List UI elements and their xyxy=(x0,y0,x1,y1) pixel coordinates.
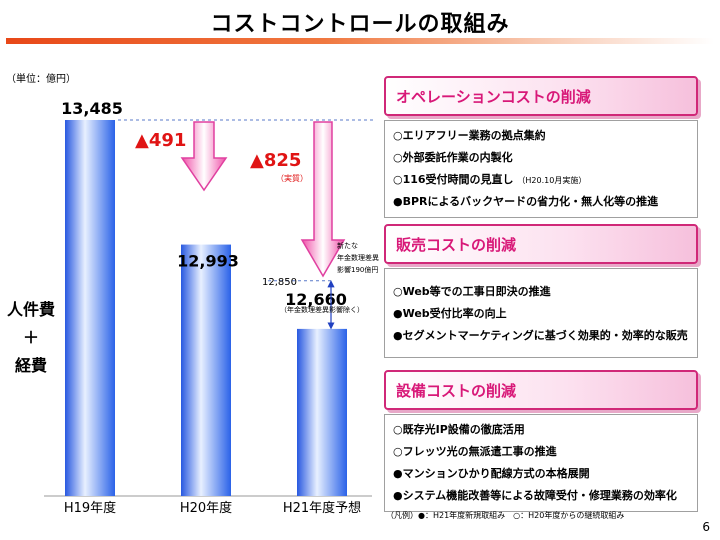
panel-header: 設備コストの削減 xyxy=(384,370,698,410)
list-item: ●Web受付比率の向上 xyxy=(393,307,507,320)
list-item: ○外部委託作業の内製化 xyxy=(393,151,513,164)
page-number: 6 xyxy=(702,520,710,534)
y-axis-label: 人件費 ＋ 経費 xyxy=(6,296,56,380)
category-label-h21: H21年度予想 xyxy=(283,500,361,516)
panel-header-text: 販売コストの削減 xyxy=(396,236,517,254)
panel-header-text: オペレーションコストの削減 xyxy=(396,88,591,106)
list-item: ●マンションひかり配線方式の本格展開 xyxy=(393,467,590,480)
value-label-h19: 13,485 xyxy=(61,99,123,118)
unit-label: （単位：億円） xyxy=(6,74,76,85)
list-item-note: （H20.10月実施） xyxy=(517,176,587,185)
pension-effect-line-1: 新たな xyxy=(337,241,358,250)
panel-body: ○Web等での工事日即決の推進 ●Web受付比率の向上 ●セグメントマーケティン… xyxy=(384,268,698,358)
title-rule xyxy=(6,38,714,44)
category-label-h19: H19年度 xyxy=(64,500,116,516)
list-item: ●BPRによるバックヤードの省力化・無人化等の推進 xyxy=(393,195,659,208)
y-axis-label-line-2: ＋ xyxy=(22,328,39,347)
category-label-h20: H20年度 xyxy=(180,500,232,516)
list-item: ○フレッツ光の無派遣工事の推進 xyxy=(393,445,557,458)
reduction-label-h20: ▲491 xyxy=(135,130,186,151)
equipment-cost-panel: 設備コストの削減 ○既存光IP設備の徹底活用 ○フレッツ光の無派遣工事の推進 ●… xyxy=(384,370,698,512)
list-item: ○既存光IP設備の徹底活用 xyxy=(393,423,525,436)
excluding-note: （年金数理差異影響除く） xyxy=(280,305,364,314)
panel-body: ○既存光IP設備の徹底活用 ○フレッツ光の無派遣工事の推進 ●マンションひかり配… xyxy=(384,414,698,512)
sales-cost-panel: 販売コストの削減 ○Web等での工事日即決の推進 ●Web受付比率の向上 ●セグ… xyxy=(384,224,698,358)
value-label-h20: 12,993 xyxy=(177,252,239,271)
y-axis-label-line-1: 人件費 xyxy=(6,300,55,319)
bar-h20 xyxy=(181,244,231,496)
legend-note: （凡例）●：H21年度新規取組み ○：H20年度からの継続取組み xyxy=(386,511,625,520)
list-item: ○Web等での工事日即決の推進 xyxy=(393,285,551,298)
reference-value-label: 12,850 xyxy=(262,277,297,288)
operation-cost-panel: オペレーションコストの削減 ○エリアフリー業務の拠点集約 ○外部委託作業の内製化… xyxy=(384,76,698,218)
reduction-arrow-h20 xyxy=(180,121,228,192)
panel-header: オペレーションコストの削減 xyxy=(384,76,698,116)
panel-header-text: 設備コストの削減 xyxy=(396,382,517,400)
bar-h19 xyxy=(65,120,115,496)
pension-effect-line-3: 影響190億円 xyxy=(337,265,378,274)
reduction-label-h21: ▲825 xyxy=(250,150,301,171)
list-item: ●システム機能改善等による故障受付・修理業務の効率化 xyxy=(393,489,677,502)
bar-h21 xyxy=(297,328,347,496)
reduction-arrow-h21 xyxy=(300,121,346,278)
page-title: コストコントロールの取組み xyxy=(210,12,510,37)
list-item: ○116受付時間の見直し （H20.10月実施） xyxy=(393,173,587,186)
bar-chart: 13,485 12,993 12,660 H19年度 H20年度 H21年度予想… xyxy=(44,99,379,516)
pension-effect-line-2: 年金数理差異 xyxy=(337,253,379,262)
list-item: ●セグメントマーケティングに基づく効果的・効率的な販売 xyxy=(393,329,688,342)
y-axis-label-line-3: 経費 xyxy=(14,356,47,375)
panel-body: ○エリアフリー業務の拠点集約 ○外部委託作業の内製化 ○116受付時間の見直し … xyxy=(384,120,698,218)
list-item: ○エリアフリー業務の拠点集約 xyxy=(393,129,546,142)
actual-note: （実質） xyxy=(276,173,308,183)
panel-header: 販売コストの削減 xyxy=(384,224,698,264)
